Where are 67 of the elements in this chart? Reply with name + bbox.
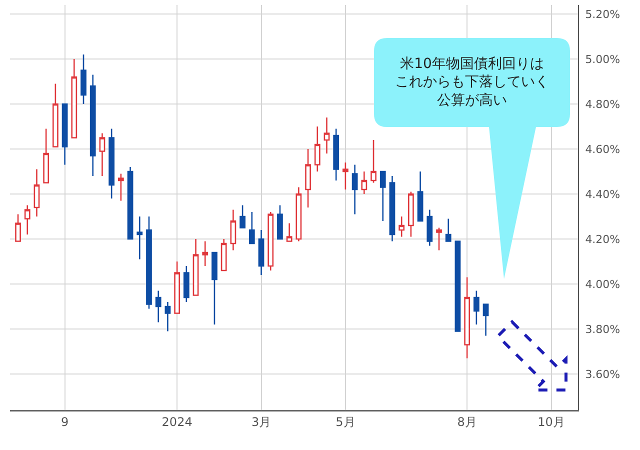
y-tick-label: 4.40% <box>585 188 620 201</box>
candlestick <box>333 128 340 182</box>
candlestick <box>212 252 218 326</box>
x-tick-label: 9 <box>60 414 69 429</box>
candlestick <box>183 265 190 303</box>
candlestick <box>268 211 274 272</box>
candlestick <box>473 290 480 326</box>
candlestick <box>352 164 358 215</box>
candlestick <box>305 148 311 208</box>
y-tick-label: 5.20% <box>585 8 620 21</box>
candlestick <box>454 240 461 332</box>
y-tick-label: 4.80% <box>585 98 620 111</box>
candlestick <box>417 170 424 222</box>
candlestick <box>24 204 30 236</box>
candlestick <box>43 128 50 184</box>
candlestick <box>174 260 180 314</box>
candlestick <box>277 204 283 240</box>
candlestick <box>258 229 264 276</box>
candlestick <box>240 204 246 228</box>
x-tick-label: 3月 <box>251 414 272 429</box>
candlestick <box>445 218 452 242</box>
y-tick-label: 4.60% <box>585 142 620 156</box>
candlestick <box>127 166 134 240</box>
candlestick <box>464 276 470 359</box>
candlestick <box>230 209 236 251</box>
candlestick <box>146 216 152 310</box>
candlestick <box>426 209 433 246</box>
annotation: 米10年物国債利回りはこれからも下落していく公算が高い <box>395 56 549 108</box>
candlestick <box>314 126 320 172</box>
candlestick <box>361 170 368 195</box>
x-tick-label: 10月 <box>538 414 565 429</box>
candlestick <box>52 83 58 148</box>
candlestick <box>155 290 162 323</box>
candlestick <box>34 168 40 218</box>
x-tick-label: 8月 <box>457 414 477 429</box>
candlestick <box>62 103 68 166</box>
candlestick <box>71 58 78 138</box>
candlestick <box>136 216 143 260</box>
candlestick <box>202 240 208 267</box>
y-tick-label: 3.60% <box>585 368 620 381</box>
candlestick <box>398 216 405 238</box>
candlestick <box>192 238 199 296</box>
candlestick <box>436 227 442 251</box>
y-tick-label: 4.20% <box>585 232 620 246</box>
candlestick <box>408 191 414 238</box>
candlestick <box>482 304 489 336</box>
candlestick <box>370 139 376 184</box>
x-tick-label: 2024 <box>162 414 192 429</box>
y-tick-label: 5.00% <box>585 52 620 66</box>
candlestick <box>220 238 227 272</box>
candlestick <box>324 116 330 154</box>
candlestick <box>389 175 396 242</box>
y-tick-label: 4.00% <box>585 278 620 291</box>
candlestick <box>99 132 106 177</box>
candlestick <box>248 211 255 244</box>
candlestick <box>80 54 86 105</box>
candlestick <box>380 170 386 222</box>
candlestick <box>164 301 171 332</box>
x-tick-label: 5月 <box>336 414 356 429</box>
candlestick <box>342 162 348 190</box>
candlestick <box>286 222 292 242</box>
candlestick <box>90 74 96 177</box>
candlestick <box>108 128 115 200</box>
candlestick <box>296 186 302 242</box>
candlestick <box>118 173 124 202</box>
candlestick <box>15 214 21 242</box>
y-tick-label: 3.80% <box>585 322 620 336</box>
